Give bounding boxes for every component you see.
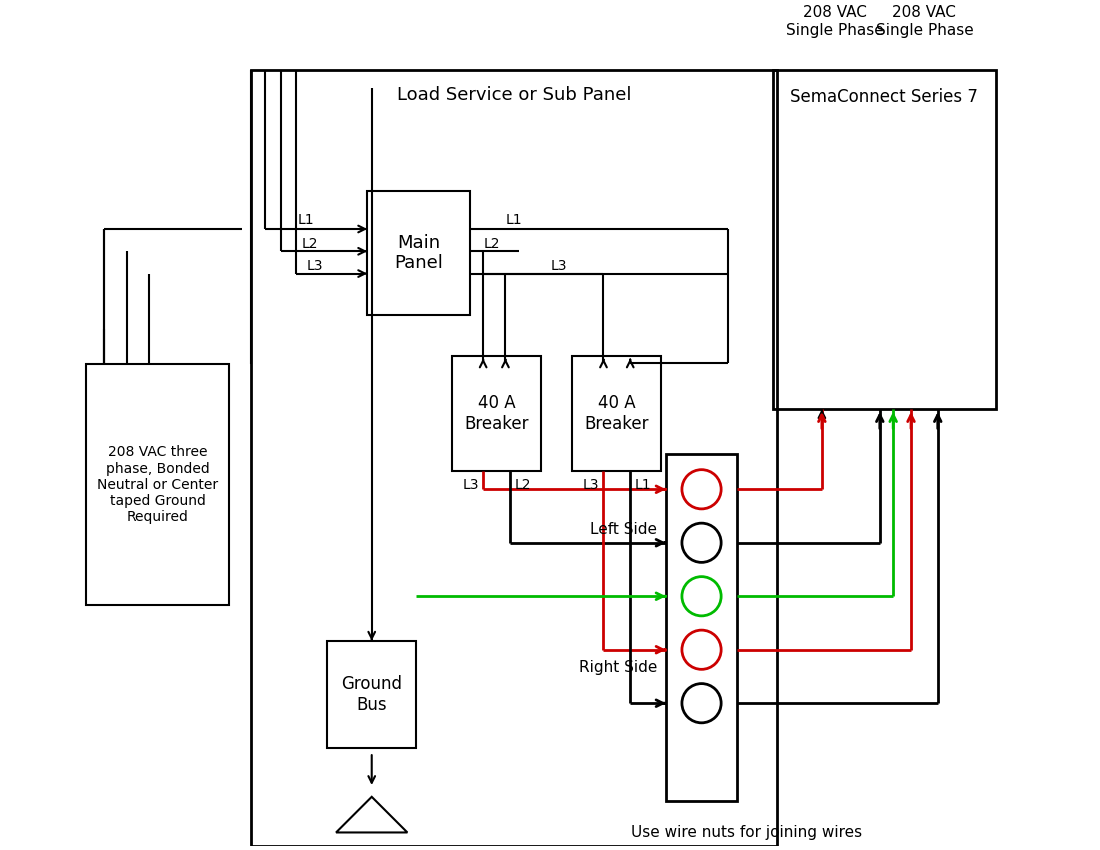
- Text: L3: L3: [551, 259, 568, 274]
- Text: 40 A
Breaker: 40 A Breaker: [464, 394, 529, 433]
- Text: Load Service or Sub Panel: Load Service or Sub Panel: [397, 87, 631, 105]
- Text: 208 VAC three
phase, Bonded
Neutral or Center
taped Ground
Required: 208 VAC three phase, Bonded Neutral or C…: [97, 445, 219, 524]
- Bar: [666, 454, 737, 802]
- Circle shape: [682, 683, 722, 722]
- Text: 208 VAC
Single Phase: 208 VAC Single Phase: [876, 5, 974, 37]
- Text: Right Side: Right Side: [579, 660, 657, 675]
- Bar: [252, 71, 778, 846]
- Circle shape: [682, 523, 722, 563]
- Bar: [87, 365, 229, 605]
- Text: L3: L3: [583, 478, 600, 492]
- Bar: [327, 641, 416, 748]
- Circle shape: [682, 470, 722, 509]
- Text: Ground
Bus: Ground Bus: [341, 675, 403, 714]
- Text: Main
Panel: Main Panel: [394, 234, 443, 273]
- Circle shape: [682, 630, 722, 669]
- Text: L3: L3: [462, 478, 478, 492]
- Text: L1: L1: [297, 213, 313, 227]
- Text: L2: L2: [484, 237, 500, 251]
- Text: Left Side: Left Side: [590, 522, 657, 537]
- Text: 40 A
Breaker: 40 A Breaker: [584, 394, 649, 433]
- Text: L1: L1: [635, 478, 651, 492]
- Text: L2: L2: [515, 478, 531, 492]
- Bar: [572, 355, 661, 472]
- Text: 208 VAC
Single Phase: 208 VAC Single Phase: [786, 5, 884, 37]
- Text: L3: L3: [306, 259, 322, 274]
- Bar: [452, 355, 541, 472]
- Text: Use wire nuts for joining wires: Use wire nuts for joining wires: [630, 825, 861, 840]
- Bar: [367, 190, 470, 315]
- Text: L1: L1: [506, 213, 522, 227]
- Text: SemaConnect Series 7: SemaConnect Series 7: [790, 88, 978, 106]
- Bar: [773, 71, 996, 409]
- Circle shape: [682, 576, 722, 616]
- Text: L2: L2: [301, 237, 318, 251]
